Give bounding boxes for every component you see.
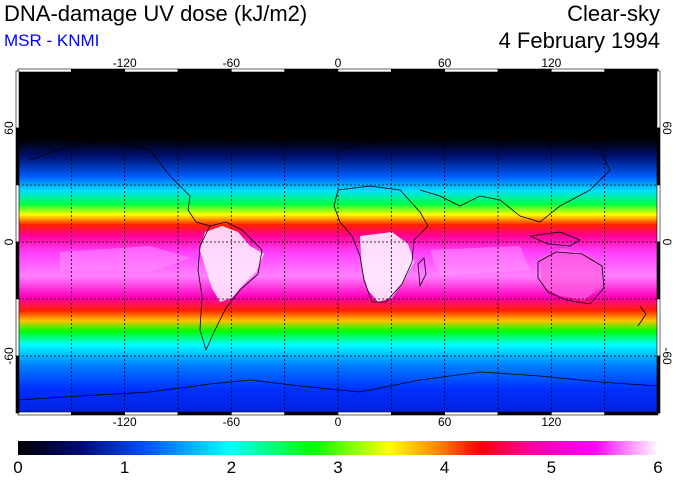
frame-bar bbox=[604, 68, 659, 73]
colorbar bbox=[18, 441, 658, 455]
frame-bar bbox=[17, 68, 72, 73]
colorbar-tick-label: 3 bbox=[333, 458, 343, 477]
map-title: DNA-damage UV dose (kJ/m2) bbox=[4, 1, 308, 26]
frame-bar bbox=[284, 68, 339, 73]
frame-bar bbox=[391, 68, 445, 73]
coastlines bbox=[18, 119, 658, 401]
frame-bar bbox=[284, 411, 339, 416]
axis-tick-labels: -120 -120 -60 -60 0 0 60 60 120 120 60 60 0 0 -60 -60 bbox=[2, 56, 674, 429]
frame-bar bbox=[337, 411, 392, 416]
frame-bar bbox=[15, 70, 20, 129]
graticule bbox=[18, 71, 658, 413]
frame-bar bbox=[656, 355, 661, 414]
frame-bar bbox=[337, 68, 392, 73]
lon-tick-label-top: -60 bbox=[223, 56, 241, 70]
lat-tick-label-left: 0 bbox=[2, 238, 16, 245]
lon-tick-label-bottom: 120 bbox=[541, 415, 561, 429]
southern-africa-high-dose bbox=[360, 232, 414, 302]
europe-asia-coast bbox=[339, 119, 611, 223]
map-date: 4 February 1994 bbox=[498, 28, 660, 53]
frame-bar bbox=[656, 184, 661, 243]
frame-bar bbox=[391, 411, 445, 416]
frame-bar bbox=[656, 241, 661, 300]
dose-field bbox=[18, 71, 658, 413]
colorbar-tick-label: 4 bbox=[439, 458, 450, 477]
lon-tick-label-top: 60 bbox=[438, 56, 452, 70]
lat-tick-label-left: 60 bbox=[2, 121, 16, 135]
lat-tick-label-right: 60 bbox=[660, 121, 674, 135]
australia-high-dose bbox=[540, 248, 604, 300]
new-zealand-coast bbox=[637, 305, 647, 327]
frame-bar bbox=[15, 184, 20, 243]
colorbar-tick-label: 5 bbox=[546, 458, 557, 477]
lon-tick-label-bottom: -120 bbox=[113, 415, 137, 429]
data-source-label: MSR - KNMI bbox=[4, 31, 100, 50]
frame-bar bbox=[17, 411, 72, 416]
colorbar-tick-label: 6 bbox=[653, 458, 663, 477]
lon-tick-label-bottom: 0 bbox=[335, 415, 342, 429]
frame-bar bbox=[444, 68, 499, 73]
lon-tick-label-top: -120 bbox=[113, 56, 137, 70]
lat-tick-label-left: -60 bbox=[2, 347, 16, 365]
frame-bar bbox=[15, 355, 20, 414]
lat-tick-label-right: 0 bbox=[660, 239, 674, 246]
frame-bar bbox=[444, 411, 499, 416]
lon-tick-label-bottom: 60 bbox=[438, 415, 452, 429]
south-america-high-dose bbox=[200, 226, 264, 302]
sky-condition-label: Clear-sky bbox=[567, 1, 660, 26]
north-america-coast bbox=[29, 139, 211, 227]
lat-tick-label-right: -60 bbox=[660, 347, 674, 365]
colorbar-tick-label: 2 bbox=[226, 458, 237, 477]
lon-tick-label-top: 0 bbox=[335, 56, 342, 70]
frame-bar bbox=[656, 127, 661, 186]
frame-bar bbox=[15, 298, 20, 357]
lon-tick-label-bottom: -60 bbox=[223, 415, 241, 429]
africa-coast bbox=[333, 185, 429, 303]
madagascar-coast bbox=[417, 257, 427, 288]
frame-bar bbox=[656, 70, 661, 129]
frame-bar bbox=[15, 241, 20, 300]
antarctica-coast bbox=[18, 371, 658, 401]
frame-border-bars bbox=[15, 68, 661, 416]
frame-bar bbox=[656, 298, 661, 357]
maritime-continent-coast bbox=[528, 231, 581, 247]
australia-coast bbox=[537, 251, 605, 305]
south-america-coast bbox=[197, 221, 263, 352]
lon-tick-label-top: 120 bbox=[541, 56, 561, 70]
colorbar-tick-label: 0 bbox=[13, 458, 23, 477]
indian-ocean-high-dose bbox=[430, 246, 530, 276]
frame-bar bbox=[604, 411, 659, 416]
frame-bar bbox=[15, 127, 20, 186]
colorbar-tick-label: 1 bbox=[119, 458, 130, 477]
